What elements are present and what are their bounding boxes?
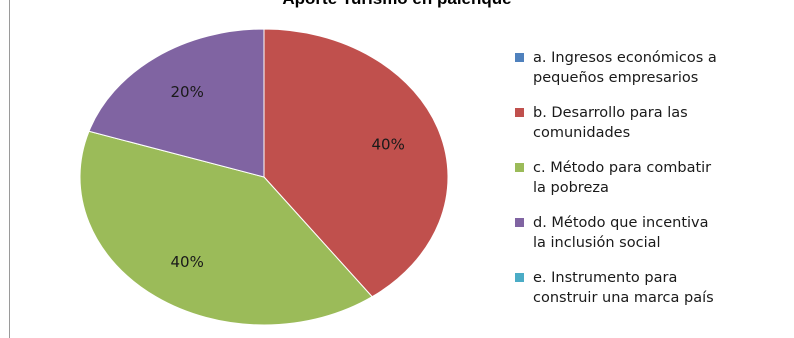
legend-item-c: c. Método para combatir la pobreza xyxy=(514,158,784,213)
data-label-d: 20% xyxy=(171,83,204,101)
legend-label: d. Método que incentiva la inclusión soc… xyxy=(533,215,709,251)
legend-swatch xyxy=(515,108,524,117)
legend-swatch xyxy=(515,218,524,227)
legend-item-a: a. Ingresos económicos a pequeños empres… xyxy=(514,48,784,103)
pie-slice-d xyxy=(88,28,265,178)
legend: a. Ingresos económicos a pequeños empres… xyxy=(514,48,784,323)
legend-label: e. Instrumento para construir una marca … xyxy=(533,270,714,306)
legend-label: b. Desarrollo para las comunidades xyxy=(533,105,688,141)
data-label-b: 40% xyxy=(372,136,405,154)
legend-swatch xyxy=(515,163,524,172)
legend-swatch xyxy=(515,273,524,282)
legend-item-b: b. Desarrollo para las comunidades xyxy=(514,103,784,158)
legend-label: a. Ingresos económicos a pequeños empres… xyxy=(533,50,717,86)
legend-item-d: d. Método que incentiva la inclusión soc… xyxy=(514,213,784,268)
legend-item-e: e. Instrumento para construir una marca … xyxy=(514,268,784,323)
pie-slice-c xyxy=(79,130,373,326)
legend-swatch xyxy=(515,53,524,62)
chart-title: Aporte Turismo en palenque xyxy=(0,0,794,9)
pie-slice-b xyxy=(263,28,449,298)
frame-border xyxy=(9,0,10,338)
legend-label: c. Método para combatir la pobreza xyxy=(533,160,712,196)
data-label-c: 40% xyxy=(171,253,204,271)
